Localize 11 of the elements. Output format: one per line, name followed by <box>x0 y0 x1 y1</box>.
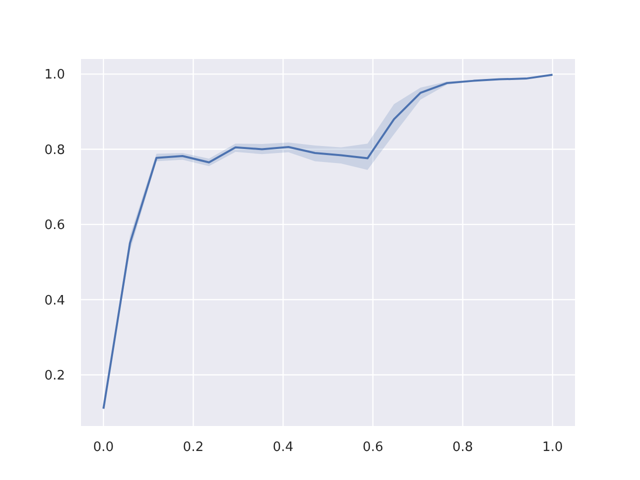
y-tick-label: 0.4 <box>44 293 65 308</box>
x-tick-label: 0.0 <box>93 440 114 456</box>
y-tick-label: 0.8 <box>44 142 65 158</box>
x-tick-label: 0.6 <box>362 440 384 456</box>
x-tick-label: 0.4 <box>272 440 294 456</box>
y-tick-label: 0.2 <box>44 368 65 384</box>
x-tick-label: 0.2 <box>182 440 204 456</box>
x-tick-label: 0.8 <box>452 440 474 456</box>
x-tick-label: 1.0 <box>542 440 563 456</box>
y-tick-label: 0.6 <box>44 218 65 234</box>
y-tick-label: 1.0 <box>44 68 65 83</box>
